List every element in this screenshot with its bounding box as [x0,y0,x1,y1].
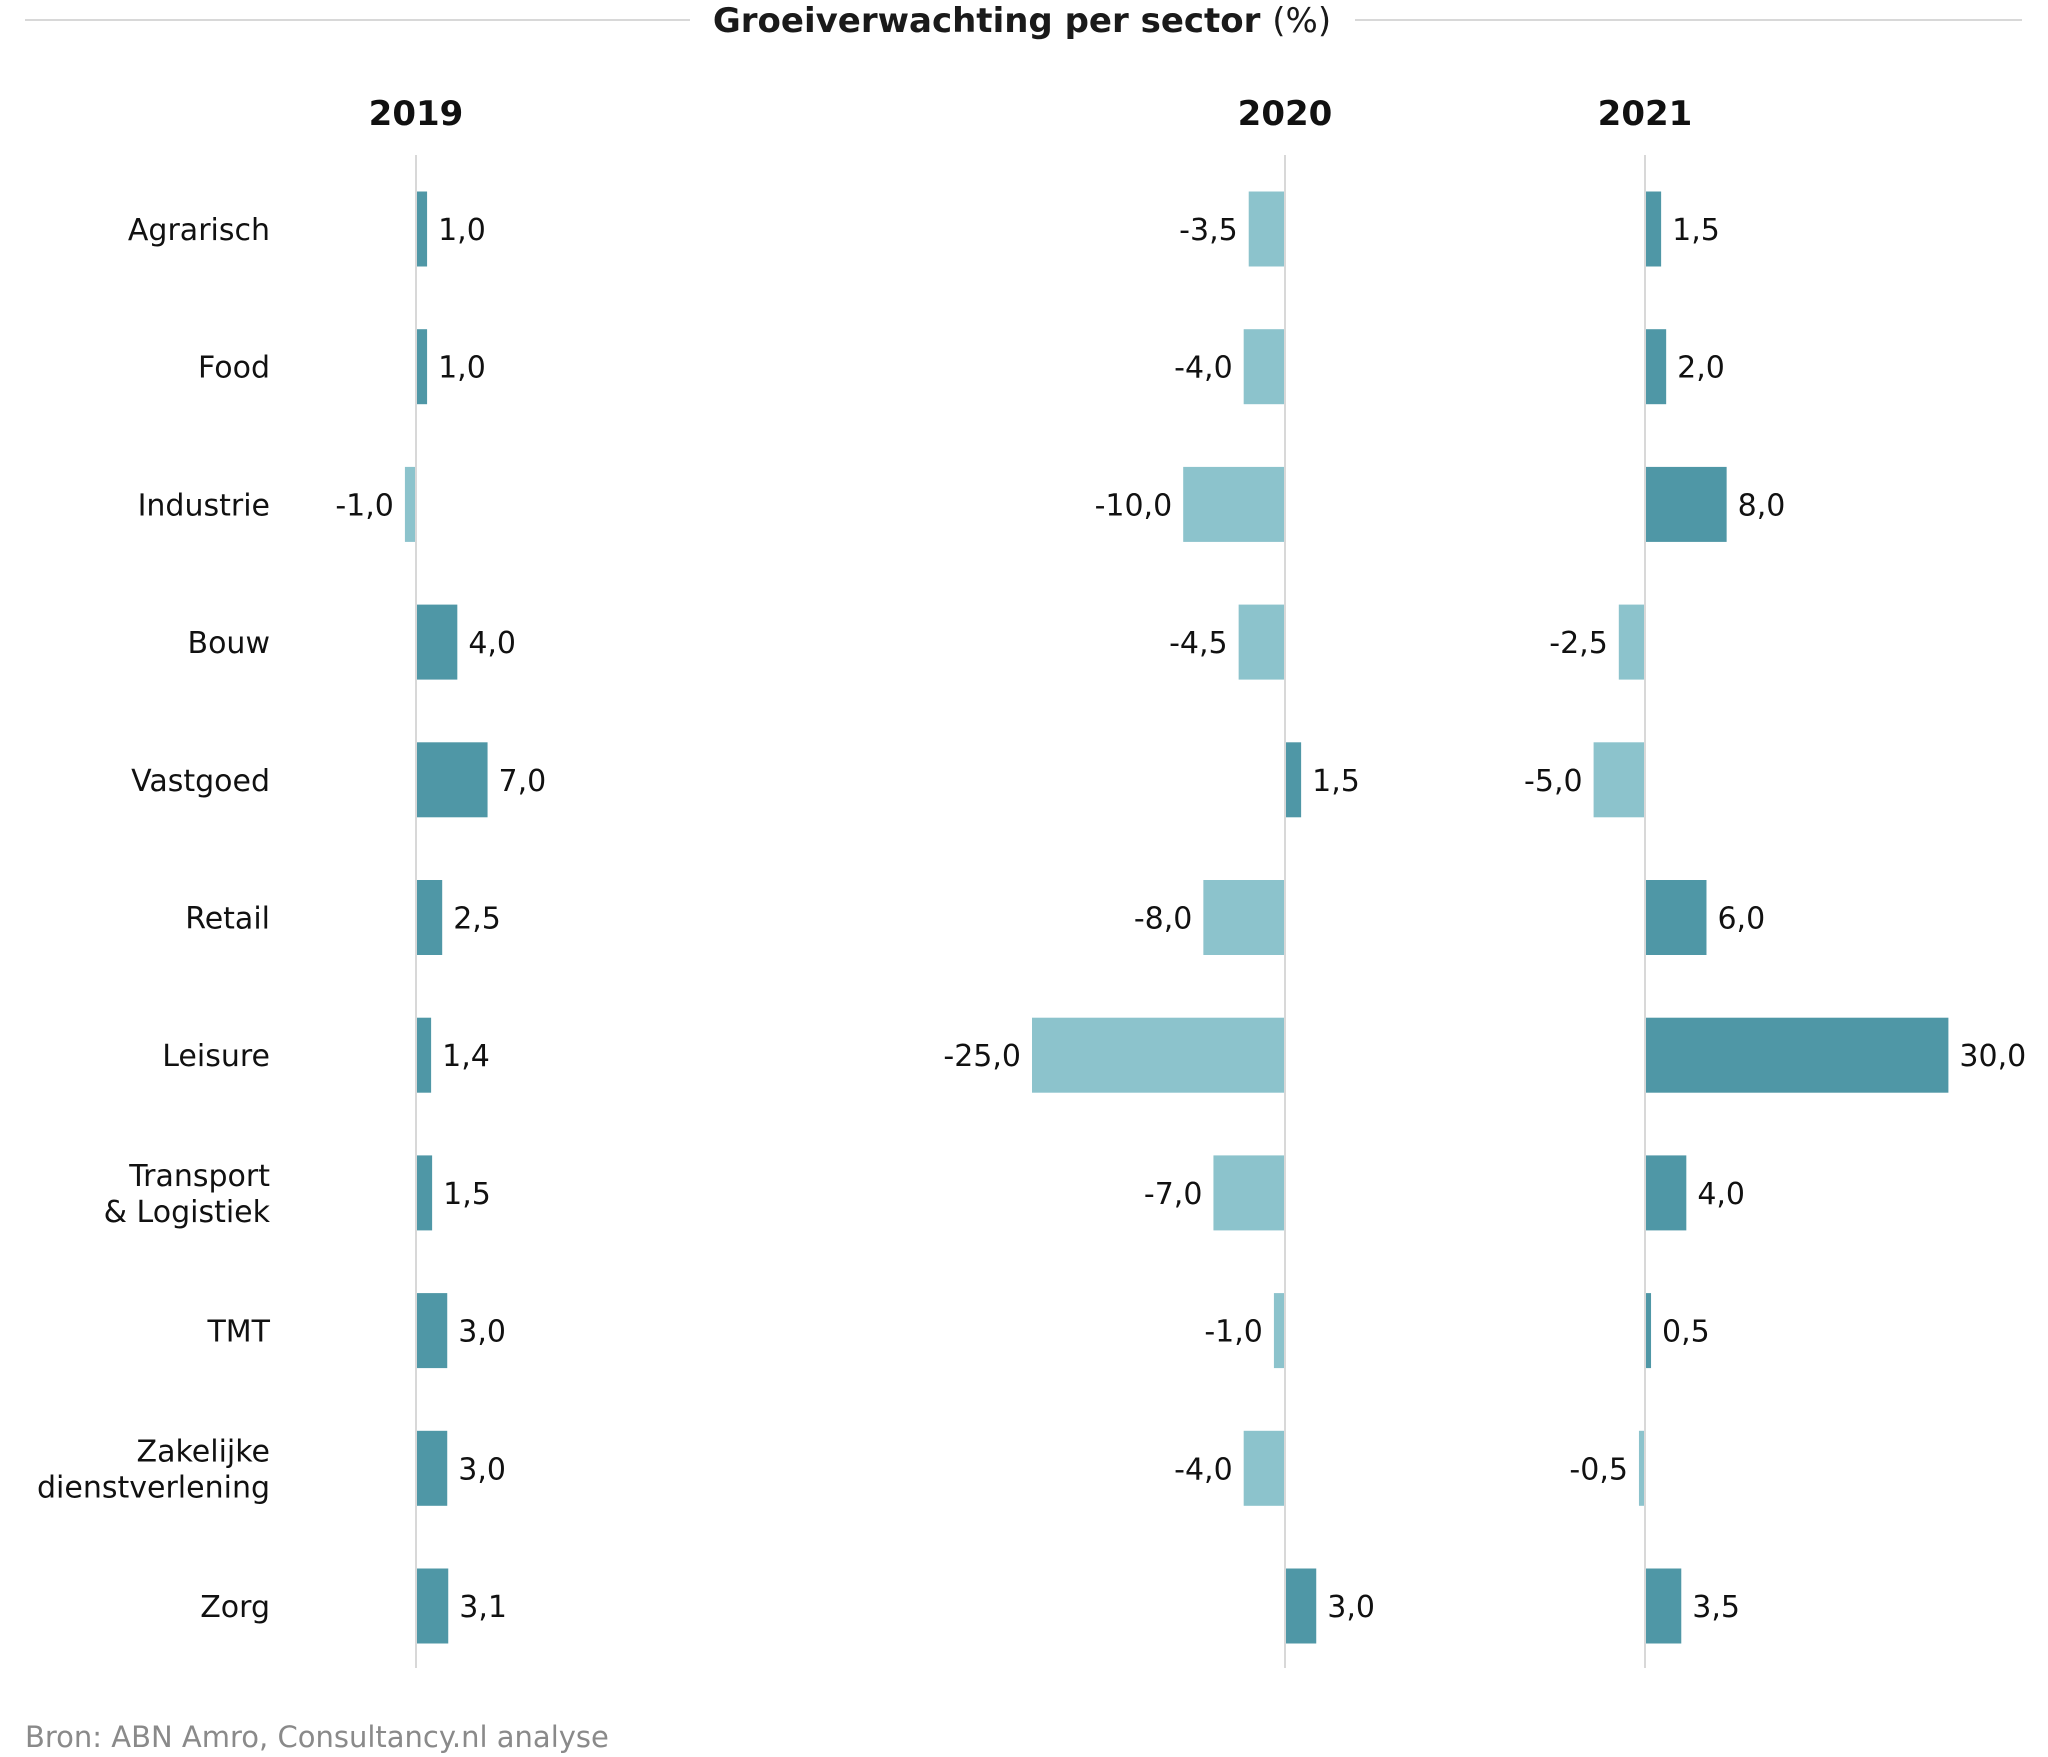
category-label: Vastgoed [131,764,270,799]
bar [1248,191,1284,267]
bar [1646,880,1707,955]
category-label-line: Vastgoed [131,764,270,799]
value-label: -10,0 [1095,488,1173,523]
value-label: -4,0 [1174,1452,1233,1487]
category-label: Leisure [162,1039,270,1074]
value-label: -4,5 [1169,626,1228,661]
category-label: Zorg [200,1590,270,1625]
bar [417,604,458,680]
category-label-line: Food [198,351,270,386]
category-label: Industrie [138,488,270,523]
category-label-line: Transport [128,1159,270,1194]
bar [1646,466,1727,542]
value-label: 6,0 [1717,902,1765,937]
category-label: Transport & Logistiek [104,1159,271,1230]
bar [1646,1293,1652,1369]
source-note: Bron: ABN Amro, Consultancy.nl analyse [25,1720,609,1754]
value-label: 1,5 [1312,764,1360,799]
bar [1213,1155,1284,1231]
bar [1618,604,1644,680]
category-label-line: & Logistiek [104,1195,271,1230]
value-label: 3,1 [459,1590,507,1625]
bar [1646,1155,1687,1231]
value-label: -0,5 [1569,1452,1628,1487]
value-label: 2,5 [453,902,501,937]
value-label: -25,0 [943,1039,1021,1074]
chart-title-unit: (%) [1272,1,1331,41]
chart-title-main: Groeiverwachting per sector [713,1,1261,41]
value-label: -2,5 [1549,626,1608,661]
bar [417,329,428,405]
value-label: 1,5 [443,1177,491,1212]
category-label-line: Bouw [188,626,271,661]
bar [1243,1430,1284,1506]
bar [1243,329,1284,405]
chart-panels: Agrarisch Food Industrie Bouw Vastgoed Retail… [37,94,2026,1668]
category-label: Agrarisch [128,213,270,248]
bar [417,1017,432,1093]
category-label: TMT [206,1315,270,1350]
bar [417,880,443,955]
bar [417,1430,448,1506]
value-label: -1,0 [335,488,394,523]
value-label: 3,0 [458,1315,506,1350]
bar [1646,191,1662,267]
value-label: 8,0 [1738,488,1786,523]
bar [1286,742,1302,818]
value-label: -5,0 [1524,764,1583,799]
bar [1286,1568,1317,1644]
category-label-line: Industrie [138,488,270,523]
category-label-line: Zakelijke [137,1434,270,1469]
bar [1638,1430,1644,1506]
bar [1183,466,1284,542]
bar [1646,1017,1949,1093]
value-label: 0,5 [1662,1315,1710,1350]
category-label-line: Agrarisch [128,213,270,248]
chart-title: Groeiverwachting per sector (%) [713,1,1331,41]
year-header: 2021 [1598,94,1693,134]
value-label: 3,5 [1692,1590,1740,1625]
bar [1273,1293,1284,1369]
category-label: Zakelijke dienstverlening [37,1434,270,1505]
value-label: 3,0 [1327,1590,1375,1625]
value-label: -4,0 [1174,351,1233,386]
value-label: 1,4 [442,1039,490,1074]
category-label: Food [198,351,270,386]
value-label: -7,0 [1144,1177,1203,1212]
bar [1032,1017,1284,1093]
category-label-line: TMT [206,1315,270,1350]
bar [417,191,428,267]
value-label: 3,0 [458,1452,506,1487]
year-header: 2020 [1238,94,1333,134]
bar [417,1568,449,1644]
value-label: 1,0 [438,351,486,386]
value-label: 4,0 [1697,1177,1745,1212]
category-label-line: Zorg [200,1590,270,1625]
bar [1646,329,1667,405]
value-label: 4,0 [468,626,516,661]
value-label: 30,0 [1959,1039,2026,1074]
bar [417,742,488,818]
bar [1593,742,1644,818]
bar [404,466,415,542]
bar [417,1293,448,1369]
bar [1203,880,1284,955]
year-header: 2019 [369,94,464,134]
value-label: -8,0 [1134,902,1193,937]
value-label: 2,0 [1677,351,1725,386]
value-label: 1,0 [438,213,486,248]
bar [1646,1568,1682,1644]
value-label: 7,0 [499,764,547,799]
value-label: -3,5 [1179,213,1238,248]
category-label-line: Leisure [162,1039,270,1074]
value-label: -1,0 [1204,1315,1263,1350]
value-label: 1,5 [1672,213,1720,248]
bar [417,1155,433,1231]
category-label: Retail [185,902,270,937]
category-label-line: dienstverlening [37,1470,270,1505]
bar [1238,604,1284,680]
category-label-line: Retail [185,902,270,937]
category-label: Bouw [188,626,271,661]
